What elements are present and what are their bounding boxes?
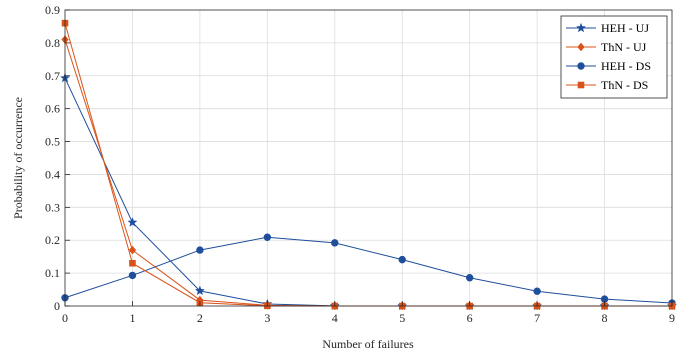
data-point <box>128 271 137 280</box>
x-tick-label: 8 <box>602 311 608 325</box>
legend: HEH - UJ ThN - UJ HEH - DS ThN - DS <box>560 15 668 99</box>
legend-marker <box>577 81 585 89</box>
legend-label: ThN - DS <box>601 78 648 92</box>
plot-frame <box>64 9 673 307</box>
data-point <box>331 239 339 247</box>
y-tick-label: 0.6 <box>45 102 60 116</box>
y-tick-label: 0.2 <box>45 233 60 247</box>
y-tick-label: 0.8 <box>45 36 60 50</box>
data-point <box>129 259 136 267</box>
x-tick-label: 6 <box>467 311 473 325</box>
y-tick-label: 0.5 <box>45 135 60 149</box>
x-tick-label: 3 <box>264 311 270 325</box>
ticks <box>64 9 673 307</box>
series-line <box>64 236 673 304</box>
x-tick-label: 9 <box>669 311 675 325</box>
x-tick-labels: 0 1 2 3 4 5 6 7 8 9 <box>62 311 675 325</box>
x-tick-label: 2 <box>197 311 203 325</box>
data-point <box>533 287 541 295</box>
y-tick-labels: 0 0.1 0.2 0.3 0.4 0.5 0.6 0.7 0.8 0.9 <box>45 3 60 313</box>
legend-marker <box>577 62 585 70</box>
y-tick-label: 0.3 <box>45 200 60 214</box>
legend-entry: HEH - DS <box>566 59 651 73</box>
data-point <box>194 285 205 296</box>
y-axis-title: Probability of occurrence <box>11 97 25 219</box>
legend-entry: ThN - UJ <box>566 40 647 54</box>
data-point <box>196 246 204 254</box>
legend-marker <box>577 42 585 52</box>
x-tick-label: 0 <box>62 311 68 325</box>
y-tick-label: 0 <box>54 299 60 313</box>
x-tick-label: 1 <box>129 311 135 325</box>
legend-entry: HEH - UJ <box>566 21 649 35</box>
y-tick-label: 0.9 <box>45 3 60 17</box>
y-tick-label: 0.1 <box>45 266 60 280</box>
x-tick-label: 5 <box>399 311 405 325</box>
legend-marker <box>575 22 587 33</box>
legend-label: HEH - UJ <box>601 21 649 35</box>
legend-entry: ThN - DS <box>566 78 648 92</box>
data-point <box>465 274 474 282</box>
data-point <box>128 245 137 255</box>
legend-label: ThN - UJ <box>601 40 647 54</box>
x-tick-label: 7 <box>534 311 540 325</box>
data-point <box>398 255 406 264</box>
y-tick-label: 0.4 <box>45 167 60 181</box>
legend-label: HEH - DS <box>601 59 651 73</box>
x-axis-title: Number of failures <box>322 337 414 351</box>
data-point <box>263 233 272 241</box>
data-point <box>127 217 138 227</box>
y-tick-label: 0.7 <box>45 69 60 83</box>
x-tick-label: 4 <box>332 311 338 325</box>
